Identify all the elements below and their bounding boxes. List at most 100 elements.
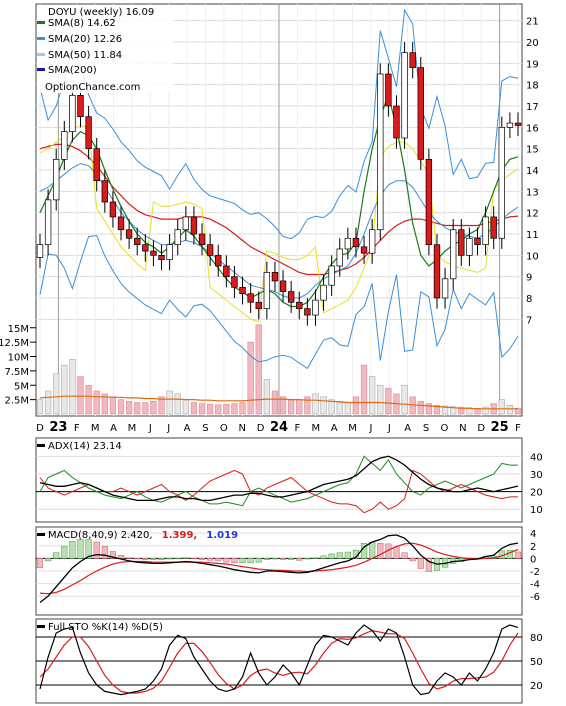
x-tick-label: M (128, 423, 137, 434)
adx-line (39, 455, 519, 502)
legend-sma50: SMA(50) 11.84 (48, 50, 122, 61)
volume-average-line (39, 395, 518, 410)
volume-bar (328, 399, 335, 415)
volume-bar (441, 405, 449, 415)
adx-grid (36, 455, 522, 510)
adx-y-tick-label: 10 (530, 505, 543, 516)
macd-histogram-bar (101, 546, 108, 559)
adx-panel: 10 20 30 40 ADX(14) 23.14 (35, 437, 543, 523)
candle-body (433, 244, 441, 299)
legend-sma20: SMA(20) 12.26 (48, 34, 122, 45)
candle-body (417, 67, 424, 160)
price-y-tick-label: 16 (526, 123, 539, 134)
price-y-tick-label: 9 (526, 273, 532, 284)
macd-histogram-bar (182, 557, 189, 559)
macd-y-tick-label: 2 (530, 542, 536, 553)
candle-body (328, 265, 335, 286)
volume-bar (44, 390, 52, 415)
legend-swatch-sma50 (37, 53, 45, 56)
candle-body (247, 293, 254, 303)
macd-histogram-bar (514, 551, 522, 559)
macd-histogram-bar (393, 546, 400, 559)
macd-histogram-bar (304, 558, 311, 560)
macd-histogram-bar (215, 558, 222, 562)
candle-body (53, 158, 60, 201)
macd-histogram-bar (231, 558, 238, 564)
volume-bar (207, 403, 214, 415)
x-tick-label: 23 (49, 420, 67, 435)
watermark: OptionChance.com (45, 82, 140, 93)
x-tick-label: M (91, 423, 100, 434)
x-tick-label: F (295, 423, 301, 434)
macd-y-tick-label: 4 (530, 529, 536, 540)
candle-body (85, 116, 92, 150)
macd-y-tick-label: -6 (530, 592, 540, 603)
macd-histogram-bar (344, 551, 351, 559)
volume-bar (450, 406, 457, 415)
price-y-tick-label: 19 (526, 59, 539, 70)
macd-legend-swatch (37, 533, 45, 536)
macd-histogram-bar (409, 558, 416, 562)
candle-body (190, 216, 198, 235)
volume-bar (417, 401, 424, 415)
legend-swatch-sma20 (37, 37, 45, 40)
volume-bar (482, 406, 489, 415)
price-x-ticks: D 23 F M A M J J A S O N D 24 F M A M J J A S O N D 25 F (36, 420, 521, 435)
adx-lines (39, 455, 519, 514)
candle-body (182, 216, 190, 231)
candle-body (490, 216, 497, 239)
price-y-tick-label: 15 (526, 145, 539, 156)
price-panel: 7 8 9 10 11 12 13 14 15 16 17 18 19 20 21 2.5M 5M 7.5M 10… (0, 3, 539, 703)
stochastic-k-line (39, 624, 519, 696)
x-tick-label: J (148, 423, 152, 434)
price-y-tick-label: 14 (526, 166, 539, 177)
candle-body (142, 244, 149, 252)
volume-bar (69, 359, 76, 415)
macd-histogram-bar (417, 558, 424, 569)
macd-histogram-bar (53, 552, 60, 559)
volume-y-ticks: 2.5M 5M 7.5M 10M 12.5M 15M (0, 324, 36, 407)
macd-histogram-bar (401, 552, 408, 559)
legend-swatch-sma8 (37, 21, 45, 24)
x-tick-label: J (387, 423, 391, 434)
macd-histogram-bar (271, 558, 279, 560)
price-y-tick-label: 13 (526, 187, 539, 198)
volume-bar (36, 399, 44, 415)
x-tick-label: 24 (270, 420, 288, 435)
candle-body (296, 301, 303, 310)
volume-y-tick-label: 2.5M (4, 396, 29, 407)
macd-histogram-bar (336, 552, 343, 559)
macd-signal-line (39, 542, 519, 595)
volume-bar (288, 399, 295, 415)
macd-y-tick-label: 0 (530, 554, 536, 565)
candle-body (125, 229, 133, 239)
macd-histogram-bar (85, 539, 92, 559)
candle-body (441, 278, 449, 299)
macd-histogram-bar (158, 558, 165, 560)
volume-bar (166, 390, 173, 415)
macd-histogram-bar (223, 558, 230, 563)
price-y-tick-label: 10 (526, 251, 539, 262)
candle-body (466, 237, 473, 256)
candle-body (393, 105, 400, 139)
x-tick-label: J (368, 423, 372, 434)
volume-bar (385, 387, 392, 415)
macd-histogram-bar (45, 558, 52, 562)
stochastic-y-ticks: 20 50 80 (530, 633, 543, 692)
adx-y-tick-label: 20 (530, 488, 543, 499)
volume-bar (134, 402, 141, 415)
volume-y-tick-label: 5M (14, 381, 29, 392)
macd-histogram-bar (142, 558, 149, 560)
price-y-tick-label: 20 (526, 38, 539, 49)
x-tick-label: A (331, 423, 338, 434)
macd-y-ticks: -6-4 -2 02 4 (530, 529, 540, 603)
macd-histogram-bar (328, 553, 335, 559)
macd-histogram-bar (69, 541, 76, 559)
volume-bar (498, 399, 505, 415)
candle-body (498, 126, 505, 239)
volume-bar (271, 390, 279, 415)
candle-body (44, 199, 52, 246)
candle-body (166, 244, 173, 260)
macd-histogram-bar (134, 558, 141, 560)
